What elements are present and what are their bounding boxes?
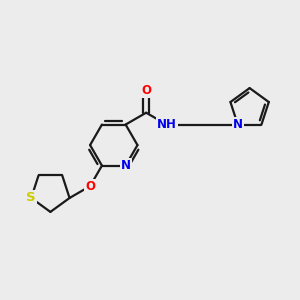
Text: N: N bbox=[233, 118, 243, 131]
Text: N: N bbox=[121, 159, 130, 172]
Text: O: O bbox=[141, 84, 151, 97]
Text: NH: NH bbox=[157, 118, 177, 131]
Text: O: O bbox=[85, 180, 95, 193]
Text: S: S bbox=[26, 191, 36, 205]
